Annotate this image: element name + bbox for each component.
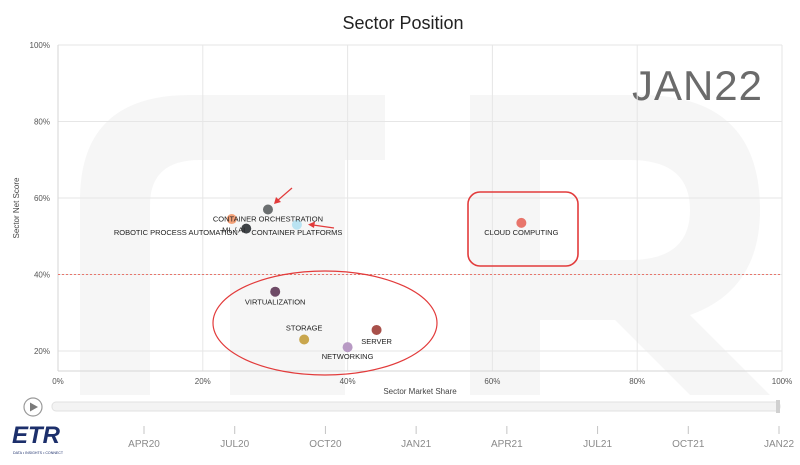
timeline-label[interactable]: JAN21 bbox=[401, 439, 431, 450]
timeline-label[interactable]: OCT20 bbox=[309, 439, 342, 450]
x-tick-labels: 0% 20% 40% 60% 80% 100% bbox=[52, 377, 792, 386]
timeline-label[interactable]: JUL21 bbox=[583, 439, 612, 450]
timeline-label[interactable]: APR21 bbox=[491, 439, 523, 450]
point-ml-ai[interactable] bbox=[241, 223, 252, 234]
x-tick-label: 20% bbox=[195, 377, 211, 386]
label-networking: NETWORKING bbox=[322, 352, 374, 361]
annotation-arrow-orchestration bbox=[274, 187, 293, 204]
label-storage: STORAGE bbox=[286, 324, 323, 333]
y-tick-label: 80% bbox=[34, 118, 50, 127]
point-networking[interactable] bbox=[342, 342, 353, 353]
logo-tagline: DATA • INSIGHTS • CONNECT bbox=[13, 451, 64, 455]
annotation-rectangle bbox=[467, 191, 579, 267]
point-container-platforms[interactable] bbox=[291, 219, 302, 230]
y-axis-label: Sector Net Score bbox=[12, 177, 21, 238]
x-tick-label: 40% bbox=[340, 377, 356, 386]
timeline-handle[interactable] bbox=[776, 400, 780, 413]
point-container-orchestration[interactable] bbox=[262, 204, 273, 215]
point-cloud-computing[interactable] bbox=[516, 217, 527, 228]
y-tick-label: 100% bbox=[30, 41, 50, 50]
period-label: JAN22 bbox=[632, 62, 763, 109]
label-container-platforms: CONTAINER PLATFORMS bbox=[251, 228, 342, 237]
scatter-points: ROBOTIC PROCESS AUTOMATION CONTAINER PLAT… bbox=[114, 204, 559, 361]
y-tick-label: 60% bbox=[34, 194, 50, 203]
logo-text: ETR bbox=[12, 422, 61, 449]
play-icon bbox=[30, 402, 38, 412]
label-virtualization: VIRTUALIZATION bbox=[245, 298, 306, 307]
label-ml-ai: ML / AI bbox=[222, 226, 245, 235]
y-tick-labels: 20% 40% 60% 80% 100% bbox=[30, 41, 50, 356]
y-tick-label: 40% bbox=[34, 271, 50, 280]
timeline-label[interactable]: JAN22 bbox=[764, 439, 794, 450]
chart-title: Sector Position bbox=[342, 13, 463, 33]
timeline[interactable]: APR20 JUL20 OCT20 JAN21 APR21 JUL21 OCT21 JAN22 bbox=[23, 397, 794, 450]
y-tick-label: 20% bbox=[34, 347, 50, 356]
annotation-arrow-platforms bbox=[308, 221, 335, 229]
point-virtualization[interactable] bbox=[270, 286, 281, 297]
label-cloud-computing: CLOUD COMPUTING bbox=[484, 228, 558, 237]
watermark-logo bbox=[80, 95, 770, 395]
x-tick-label: 100% bbox=[772, 377, 792, 386]
x-tick-label: 60% bbox=[484, 377, 500, 386]
x-tick-label: 0% bbox=[52, 377, 64, 386]
point-storage[interactable] bbox=[299, 334, 310, 345]
x-tick-label: 80% bbox=[629, 377, 645, 386]
point-robotic-process-automation[interactable] bbox=[226, 214, 237, 225]
timeline-label[interactable]: JUL20 bbox=[220, 439, 249, 450]
label-server: SERVER bbox=[361, 337, 392, 346]
timeline-track[interactable] bbox=[51, 401, 781, 412]
annotation-ellipse bbox=[212, 270, 438, 376]
x-axis-label: Sector Market Share bbox=[383, 387, 457, 396]
timeline-label[interactable]: APR20 bbox=[128, 439, 160, 450]
etr-logo: ETR DATA • INSIGHTS • CONNECT bbox=[12, 422, 64, 455]
timeline-label[interactable]: OCT21 bbox=[672, 439, 705, 450]
label-robotic-process-automation: ROBOTIC PROCESS AUTOMATION bbox=[114, 228, 238, 237]
point-server[interactable] bbox=[371, 324, 382, 335]
label-container-orchestration: CONTAINER ORCHESTRATION bbox=[213, 214, 323, 223]
